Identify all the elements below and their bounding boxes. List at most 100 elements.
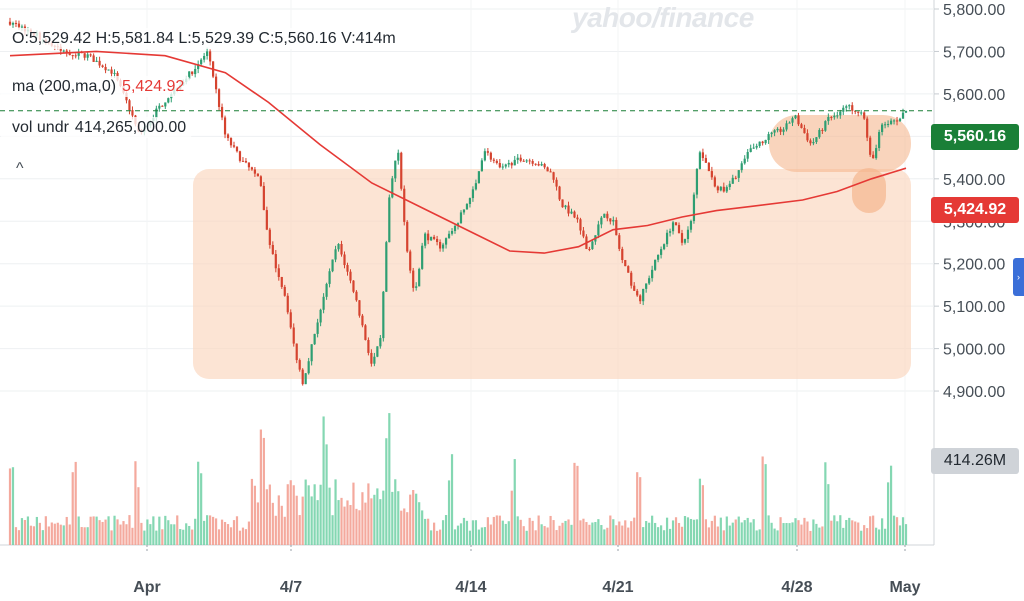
volume-bar [576, 465, 579, 545]
last-price-badge: 5,560.16 [931, 124, 1019, 150]
volume-bar [468, 530, 472, 545]
volume-bar [567, 519, 570, 545]
volume-bar [391, 491, 394, 545]
side-panel-toggle[interactable]: › [1013, 258, 1024, 296]
volume-bar [597, 519, 600, 545]
candle-body [558, 186, 561, 200]
volume-bar [364, 502, 367, 545]
volume-bar [146, 519, 149, 545]
volume-bar [573, 462, 576, 545]
volume-bar [683, 516, 687, 545]
volume-bar [659, 525, 663, 545]
candle-body [830, 116, 833, 118]
candle-body [588, 249, 591, 251]
volume-bar [8, 468, 12, 545]
candle-body [280, 277, 283, 287]
candle-body [770, 132, 773, 135]
volume-bar [397, 491, 400, 545]
candle-body [403, 188, 406, 222]
x-tick-label: Apr [133, 579, 161, 596]
volume-bar [441, 520, 445, 545]
candle-body [570, 211, 573, 214]
candle-body [313, 333, 316, 345]
x-tick-label: 4/21 [602, 579, 633, 596]
candle-body [621, 248, 624, 261]
candle-body [839, 111, 842, 116]
volume-bar [304, 479, 307, 545]
volume-bar [570, 524, 573, 545]
volume-bar [262, 437, 265, 545]
volume-bar [298, 515, 301, 545]
volume-bar [615, 525, 618, 545]
volume-bar [821, 526, 824, 545]
volume-bar [779, 517, 782, 545]
volume-bar [197, 461, 200, 545]
volume-bar [674, 517, 678, 545]
candle-body [238, 151, 242, 161]
candle-body [857, 111, 860, 113]
candle-body [325, 283, 328, 297]
candle-body [904, 110, 908, 113]
volume-bar [480, 527, 483, 545]
candle-body [654, 259, 657, 270]
volume-bar [716, 526, 719, 545]
candle-body [361, 315, 364, 326]
volume-bar [710, 520, 713, 545]
candle-body [791, 118, 794, 123]
volume-bar [797, 520, 800, 545]
candle-body [755, 145, 758, 148]
candle-body [860, 112, 863, 114]
volume-bar [38, 522, 41, 545]
volume-bar [176, 515, 179, 545]
volume-legend[interactable]: vol undr 414,265,000.00 [0, 117, 193, 138]
volume-bar [809, 530, 812, 545]
candle-body [8, 21, 12, 25]
candle-body [827, 116, 830, 122]
candle-body [716, 186, 719, 191]
candle-body [612, 219, 615, 222]
volume-bar [591, 522, 594, 545]
candle-body [197, 64, 200, 70]
volume-bar [854, 521, 857, 545]
volume-bar [722, 530, 725, 545]
volume-bar [555, 530, 558, 545]
candle-body [376, 346, 379, 357]
collapse-legend-icon[interactable]: ^ [16, 160, 24, 177]
volume-bar [361, 492, 364, 545]
volume-bar [155, 530, 158, 545]
volume-bar [501, 520, 504, 545]
volume-bar [161, 529, 164, 545]
candle-body [131, 110, 134, 116]
candle-body [391, 178, 394, 198]
volume-bar [734, 519, 737, 545]
candle-body [421, 245, 424, 269]
volume-bar [358, 510, 361, 545]
volume-bar [540, 524, 543, 545]
candle-body [217, 89, 221, 107]
y-tick-label: 5,100.00 [943, 299, 1005, 316]
candle-body [453, 225, 457, 232]
volume-bar [803, 517, 806, 545]
ma-legend[interactable]: ma (200,ma,0) 5,424.92 [0, 76, 191, 97]
candle-body [510, 163, 513, 166]
volume-bar [277, 495, 280, 545]
ma-200-line [9, 50, 907, 254]
volume-bar [707, 527, 710, 545]
volume-bar [704, 519, 707, 545]
volume-bar [110, 530, 113, 545]
volume-bar [259, 429, 262, 545]
x-tick-label: May [889, 579, 920, 596]
candle-body [373, 356, 376, 364]
candle-body [352, 280, 355, 292]
candle-body [161, 105, 164, 107]
candle-body [657, 254, 660, 260]
candle-body [83, 53, 86, 58]
volume-bar [881, 518, 884, 545]
volume-bar [92, 516, 95, 545]
volume-bar [367, 483, 370, 545]
candle-body [394, 160, 397, 179]
volume-label: vol undr [12, 119, 69, 136]
volume-bar [253, 485, 257, 545]
candle-body [271, 244, 274, 255]
candle-body [627, 266, 630, 273]
